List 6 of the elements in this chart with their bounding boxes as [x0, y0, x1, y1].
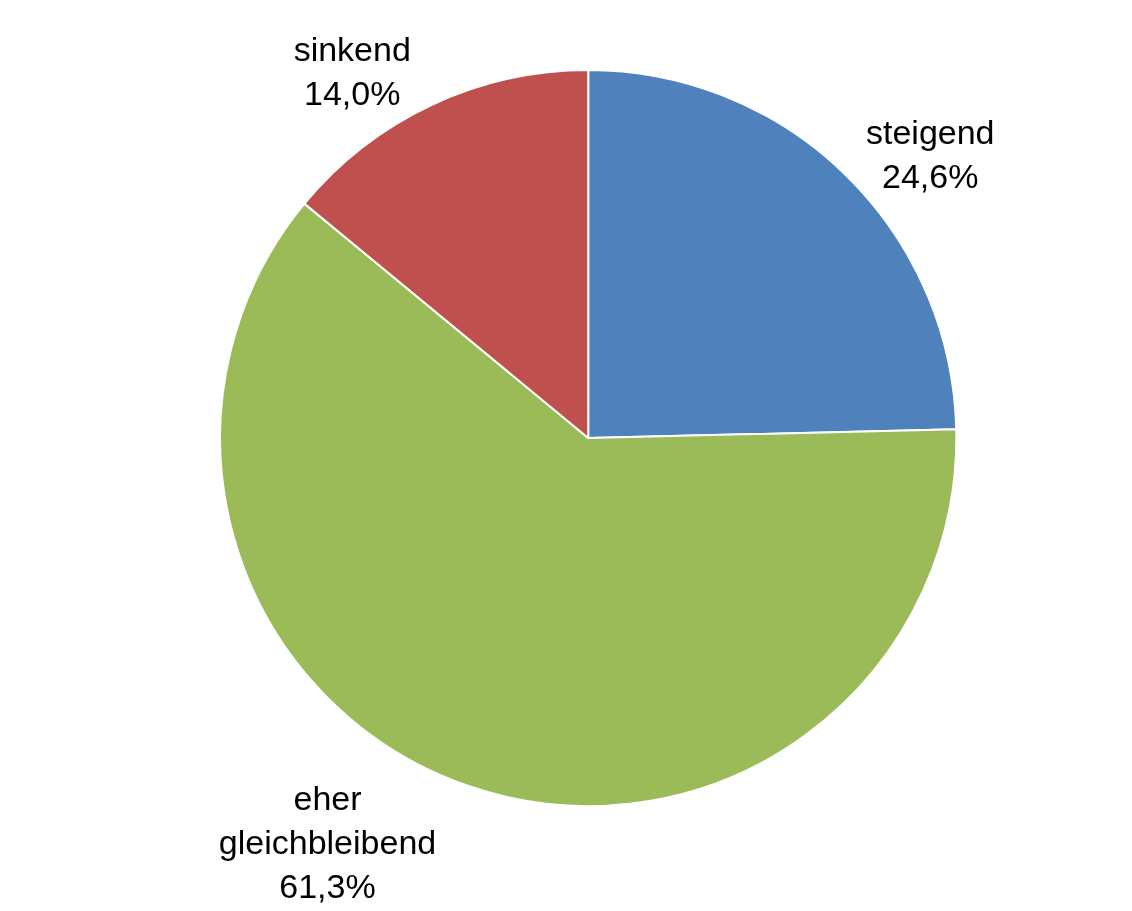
- data-label: 61,3%: [279, 867, 376, 906]
- data-label: 24,6%: [882, 156, 979, 195]
- data-label: 14,0%: [304, 74, 401, 113]
- slice-label: sinkend: [293, 30, 411, 69]
- slice-label: steigend: [865, 112, 995, 151]
- slice-label: eher gleichbleibend: [218, 779, 437, 862]
